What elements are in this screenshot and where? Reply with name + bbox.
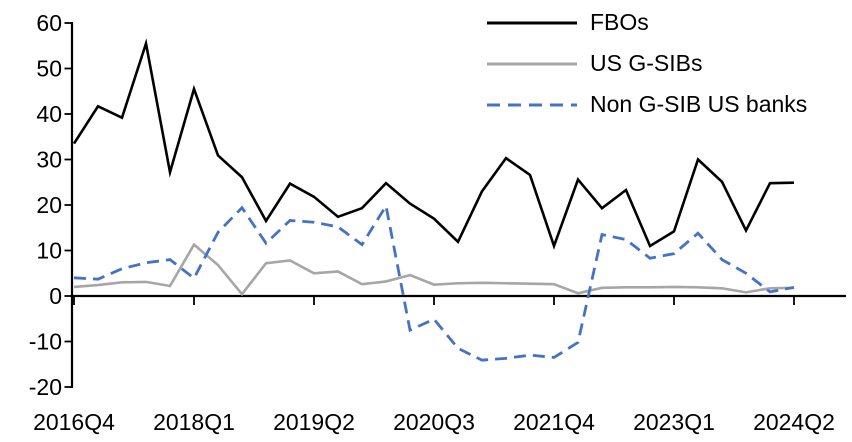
legend-line-non-gsib-us-banks-icon (487, 103, 577, 106)
y-axis-label: 60 (36, 10, 62, 36)
x-axis-label: 2019Q2 (273, 409, 355, 435)
y-axis-label: -10 (29, 329, 62, 355)
x-axis-label: 2018Q1 (153, 409, 235, 435)
legend-item-non-gsib-us-banks: Non G-SIB US banks (487, 84, 807, 125)
y-axis-label: 10 (36, 238, 62, 264)
x-axis-label: 2021Q4 (513, 409, 595, 435)
legend-label-us-gsibs: US G-SIBs (590, 50, 703, 76)
series-line-non-gsib-us-banks (73, 202, 795, 362)
legend-line-us-gsibs-icon (487, 62, 577, 65)
series-line-us-gsibs (73, 242, 795, 297)
series-line-fbos (72, 38, 795, 250)
legend-item-fbos: FBOs (487, 2, 807, 43)
x-axis-label: 2020Q3 (393, 409, 475, 435)
legend-line-fbos-icon (487, 21, 577, 24)
y-axis-label: 20 (36, 192, 62, 218)
y-axis-label: 40 (36, 101, 62, 127)
legend-label-non-gsib-us-banks: Non G-SIB US banks (590, 91, 808, 117)
x-axis-label: 2016Q4 (33, 409, 115, 435)
x-axis-label: 2024Q2 (753, 409, 835, 435)
y-axis-label: 50 (36, 56, 62, 82)
legend: FBOs US G-SIBs Non G-SIB US banks (487, 2, 807, 125)
y-axis-label: 0 (49, 283, 62, 309)
y-axis-label: 30 (36, 147, 62, 173)
y-axis-label: -20 (29, 374, 62, 400)
legend-label-fbos: FBOs (590, 9, 649, 35)
x-axis-label: 2023Q1 (633, 409, 715, 435)
legend-item-us-gsibs: US G-SIBs (487, 43, 807, 84)
